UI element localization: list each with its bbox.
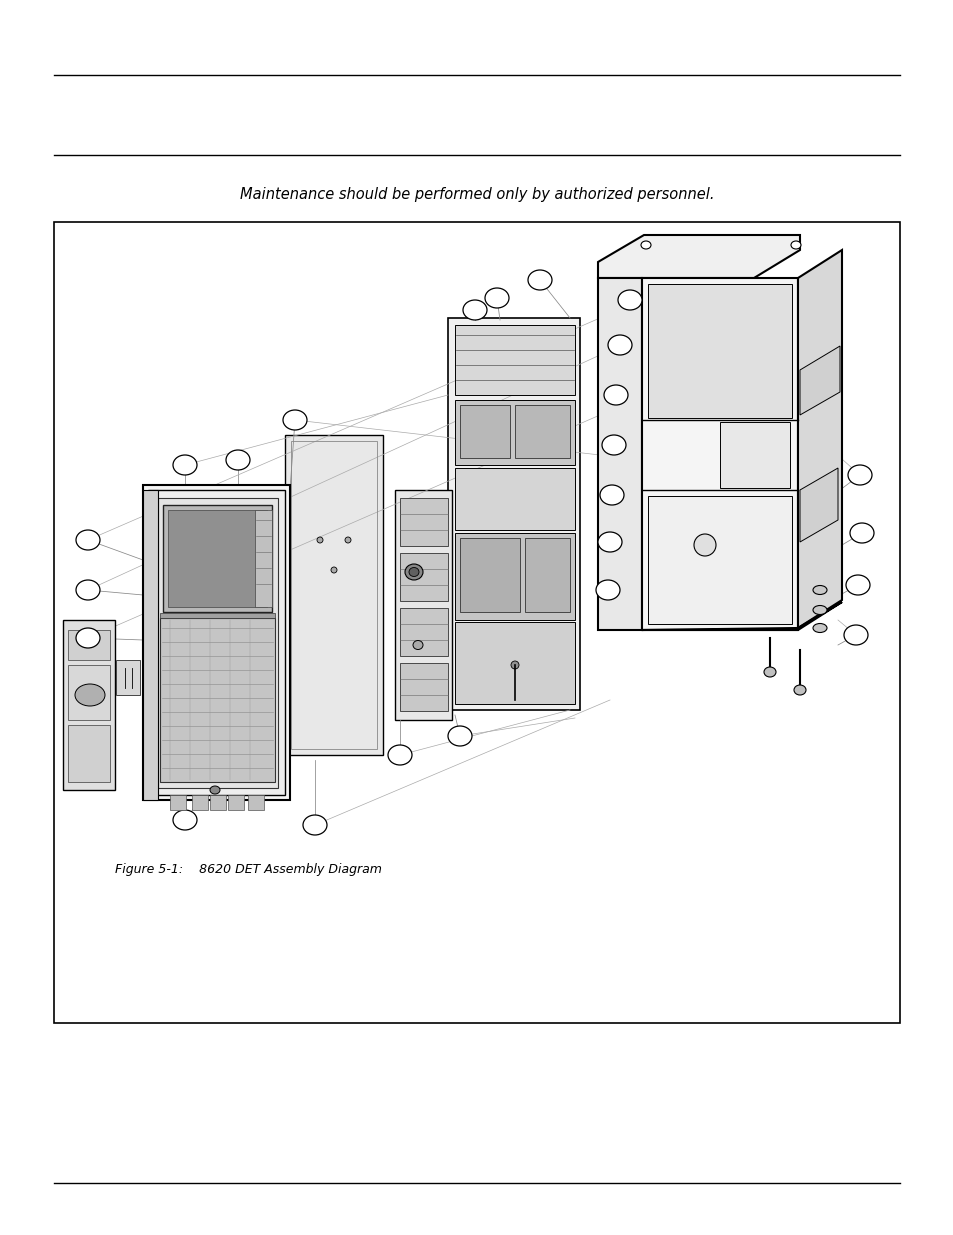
Ellipse shape	[283, 410, 307, 430]
Polygon shape	[797, 249, 841, 629]
Ellipse shape	[812, 585, 826, 594]
Ellipse shape	[596, 580, 619, 600]
Ellipse shape	[847, 466, 871, 485]
Polygon shape	[143, 490, 158, 800]
Polygon shape	[170, 795, 186, 810]
Ellipse shape	[210, 785, 220, 794]
Ellipse shape	[409, 568, 418, 577]
Ellipse shape	[172, 454, 196, 475]
Ellipse shape	[388, 745, 412, 764]
Ellipse shape	[607, 335, 631, 354]
Ellipse shape	[601, 435, 625, 454]
Ellipse shape	[76, 580, 100, 600]
Ellipse shape	[76, 530, 100, 550]
Polygon shape	[399, 553, 448, 601]
Polygon shape	[800, 346, 840, 415]
Ellipse shape	[331, 567, 336, 573]
Polygon shape	[515, 405, 569, 458]
Polygon shape	[192, 795, 208, 810]
Polygon shape	[168, 510, 267, 606]
Polygon shape	[254, 510, 272, 606]
Polygon shape	[63, 620, 115, 790]
Ellipse shape	[640, 241, 650, 249]
Bar	[54, 222, 899, 1023]
Polygon shape	[598, 235, 800, 278]
Ellipse shape	[484, 288, 509, 308]
Polygon shape	[598, 278, 641, 630]
Ellipse shape	[172, 810, 196, 830]
Ellipse shape	[316, 537, 323, 543]
Ellipse shape	[763, 667, 775, 677]
Polygon shape	[158, 498, 277, 788]
Polygon shape	[455, 468, 575, 530]
Ellipse shape	[75, 684, 105, 706]
Polygon shape	[148, 490, 285, 795]
Ellipse shape	[511, 661, 518, 669]
Ellipse shape	[845, 576, 869, 595]
Ellipse shape	[603, 385, 627, 405]
Ellipse shape	[527, 270, 552, 290]
Polygon shape	[455, 534, 575, 620]
Polygon shape	[160, 613, 274, 618]
Polygon shape	[68, 630, 110, 659]
Ellipse shape	[226, 450, 250, 471]
Ellipse shape	[405, 564, 422, 580]
Ellipse shape	[448, 726, 472, 746]
Polygon shape	[228, 795, 244, 810]
Ellipse shape	[849, 522, 873, 543]
Polygon shape	[160, 618, 274, 782]
Ellipse shape	[599, 485, 623, 505]
Ellipse shape	[812, 624, 826, 632]
Ellipse shape	[76, 629, 100, 648]
Ellipse shape	[303, 815, 327, 835]
Ellipse shape	[413, 641, 422, 650]
Ellipse shape	[790, 241, 801, 249]
Polygon shape	[163, 505, 272, 613]
Ellipse shape	[793, 685, 805, 695]
Text: Maintenance should be performed only by authorized personnel.: Maintenance should be performed only by …	[239, 188, 714, 203]
Polygon shape	[399, 663, 448, 711]
Polygon shape	[395, 490, 452, 720]
Polygon shape	[455, 400, 575, 466]
Polygon shape	[720, 422, 789, 488]
Polygon shape	[68, 725, 110, 782]
Ellipse shape	[345, 537, 351, 543]
Polygon shape	[647, 284, 791, 417]
Polygon shape	[68, 664, 110, 720]
Polygon shape	[524, 538, 569, 613]
Polygon shape	[399, 608, 448, 656]
Polygon shape	[248, 795, 264, 810]
Polygon shape	[285, 435, 382, 755]
Polygon shape	[143, 485, 290, 800]
Ellipse shape	[462, 300, 486, 320]
Polygon shape	[448, 317, 579, 710]
Polygon shape	[641, 601, 841, 630]
Ellipse shape	[812, 605, 826, 615]
Ellipse shape	[618, 290, 641, 310]
Polygon shape	[399, 498, 448, 546]
Polygon shape	[647, 496, 791, 624]
Polygon shape	[455, 325, 575, 395]
Polygon shape	[459, 538, 519, 613]
Ellipse shape	[693, 534, 716, 556]
Polygon shape	[641, 278, 797, 630]
Polygon shape	[459, 405, 510, 458]
Polygon shape	[455, 622, 575, 704]
Polygon shape	[210, 795, 226, 810]
Polygon shape	[116, 659, 140, 695]
Text: Figure 5-1:    8620 DET Assembly Diagram: Figure 5-1: 8620 DET Assembly Diagram	[114, 863, 381, 877]
Ellipse shape	[843, 625, 867, 645]
Polygon shape	[800, 468, 837, 542]
Ellipse shape	[598, 532, 621, 552]
